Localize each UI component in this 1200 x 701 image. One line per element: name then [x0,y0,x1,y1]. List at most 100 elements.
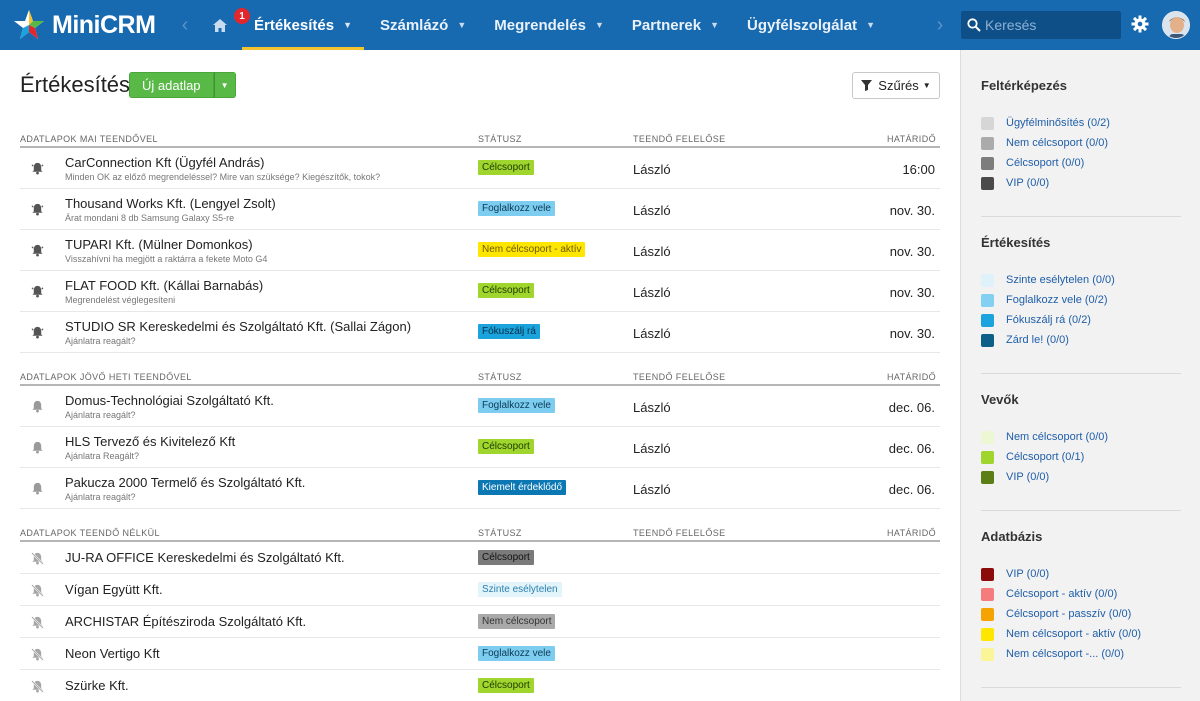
app-logo[interactable]: MiniCRM [0,0,170,50]
sidebar-status-link[interactable]: Célcsoport (0/1) [981,447,1181,467]
table-row[interactable]: TUPARI Kft. (Mülner Domonkos) Visszahívni… [20,230,940,271]
sidebar-status-link[interactable]: Ügyfélminősítés (0/2) [981,113,1181,133]
bell-slash-icon[interactable] [31,584,44,602]
table-row[interactable]: ARCHISTAR Építésziroda Szolgáltató Kft. N… [20,606,940,638]
column-header-owner[interactable]: TEENDŐ FELELŐSE [633,372,726,382]
column-header-status[interactable]: STÁTUSZ [478,528,522,538]
alarm-bell-icon[interactable] [31,244,44,262]
sidebar-status-link[interactable]: VIP (0/0) [981,467,1181,487]
status-color-swatch [981,293,994,307]
search-box[interactable] [961,11,1121,39]
table-row[interactable]: Thousand Works Kft. (Lengyel Zsolt) Árat … [20,189,940,230]
column-header-status[interactable]: STÁTUSZ [478,134,522,144]
table-row[interactable]: Vígan Együtt Kft. Szinte esélytelen [20,574,940,606]
bell-icon[interactable] [31,441,44,459]
record-name[interactable]: JU-RA OFFICE Kereskedelmi és Szolgáltató… [65,550,345,565]
section-title: ADATLAPOK TEENDŐ NÉLKÜL [20,528,160,538]
column-header-status[interactable]: STÁTUSZ [478,372,522,382]
sidebar-status-label: Szinte esélytelen (0/0) [1006,274,1115,286]
record-name[interactable]: HLS Tervező és Kivitelező Kft [65,434,236,449]
sidebar-status-link[interactable]: VIP (0/0) [981,564,1181,584]
sidebar-status-link[interactable]: Foglalkozz vele (0/2) [981,290,1181,310]
nav-item-label: Értékesítés [254,16,335,34]
sidebar-status-label: VIP (0/0) [1006,471,1050,483]
table-row[interactable]: JU-RA OFFICE Kereskedelmi és Szolgáltató… [20,542,940,574]
home-icon[interactable] [200,18,240,32]
page-title: Értékesítés [20,72,131,97]
nav-scroll-left-icon[interactable]: ‹ [181,13,189,36]
record-name[interactable]: Szürke Kft. [65,678,129,693]
nav-item-4[interactable]: Ügyfélszolgálat ▼ [733,0,889,50]
nav-item-label: Ügyfélszolgálat [747,16,858,34]
column-header-owner[interactable]: TEENDŐ FELELŐSE [633,528,726,538]
record-name[interactable]: Domus-Technológiai Szolgáltató Kft. [65,393,274,408]
bell-slash-icon[interactable] [31,680,44,698]
bell-slash-icon[interactable] [31,648,44,666]
alarm-bell-icon[interactable] [31,285,44,303]
sidebar-status-link[interactable]: Zárd le! (0/0) [981,330,1181,350]
sidebar-status-link[interactable]: Célcsoport - passzív (0/0) [981,604,1181,624]
alarm-bell-icon[interactable] [31,203,44,221]
column-header-due[interactable]: HATÁRIDŐ [886,372,936,382]
new-record-button[interactable]: Új adatlap [129,72,214,98]
sidebar-status-label: Nem célcsoport (0/0) [1006,431,1109,443]
user-avatar[interactable] [1162,11,1190,39]
sidebar-status-link[interactable]: Nem célcsoport -... (0/0) [981,644,1181,664]
record-name[interactable]: Pakucza 2000 Termelő és Szolgáltató Kft. [65,475,306,490]
record-name[interactable]: STUDIO SR Kereskedelmi és Szolgáltató Kf… [65,319,412,334]
bell-slash-icon[interactable] [31,552,44,570]
column-header-owner[interactable]: TEENDŐ FELELŐSE [633,134,726,144]
nav-item-2[interactable]: Megrendelés ▼ [480,0,618,50]
todo-due: dec. 06. [888,482,935,497]
filter-button[interactable]: Szűrés ▼ [852,72,940,99]
record-name[interactable]: Vígan Együtt Kft. [65,582,163,597]
table-row[interactable]: Szürke Kft. Célcsoport [20,670,940,701]
alarm-bell-icon[interactable] [31,162,44,180]
table-row[interactable]: Neon Vertigo Kft Foglalkozz vele [20,638,940,670]
status-badge: Célcsoport [478,678,534,693]
nav-item-0[interactable]: 1 Értékesítés ▼ [234,0,366,50]
bell-icon[interactable] [31,482,44,500]
new-record-dropdown-toggle[interactable]: ▼ [213,72,236,98]
status-color-swatch [981,136,994,150]
sidebar-status-link[interactable]: Célcsoport - aktív (0/0) [981,584,1181,604]
bell-slash-icon[interactable] [31,616,44,634]
column-header-due[interactable]: HATÁRIDŐ [886,528,936,538]
table-row[interactable]: Domus-Technológiai Szolgáltató Kft. Ajánl… [20,386,940,427]
column-header-due[interactable]: HATÁRIDŐ [886,134,936,144]
status-badge: Nem célcsoport - aktív [478,242,586,257]
sidebar-group-title: Feltérképezés [981,78,1067,93]
record-name[interactable]: ARCHISTAR Építésziroda Szolgáltató Kft. [65,614,307,629]
sidebar-status-link[interactable]: Szinte esélytelen (0/0) [981,270,1181,290]
status-color-swatch [981,176,994,190]
table-row[interactable]: HLS Tervező és Kivitelező Kft Ajánlatra R… [20,427,940,468]
search-input[interactable] [985,17,1110,33]
table-row[interactable]: CarConnection Kft (Ügyfél András) Minden … [20,148,940,189]
todo-owner: László [633,326,671,341]
record-name[interactable]: FLAT FOOD Kft. (Kállai Barnabás) [65,278,264,293]
table-row[interactable]: FLAT FOOD Kft. (Kállai Barnabás) Megrende… [20,271,940,312]
record-name[interactable]: Thousand Works Kft. (Lengyel Zsolt) [65,196,276,211]
status-badge: Célcsoport [478,160,534,175]
sidebar-status-link[interactable]: Nem célcsoport (0/0) [981,427,1181,447]
sidebar-group-3: Adatbázis VIP (0/0) Célcsoport - aktív (0/… [981,529,1181,664]
sidebar-status-link[interactable]: Nem célcsoport - aktív (0/0) [981,624,1181,644]
todo-due: nov. 30. [889,203,935,218]
alarm-bell-icon[interactable] [31,326,44,344]
gear-icon[interactable] [1131,15,1149,38]
sidebar-status-link[interactable]: Célcsoport (0/0) [981,153,1181,173]
table-row[interactable]: Pakucza 2000 Termelő és Szolgáltató Kft.… [20,468,940,509]
table-row[interactable]: STUDIO SR Kereskedelmi és Szolgáltató Kf… [20,312,940,353]
record-name[interactable]: Neon Vertigo Kft [65,646,160,661]
sidebar-status-link[interactable]: Fókuszálj rá (0/2) [981,310,1181,330]
todo-due: 16:00 [902,162,935,177]
sidebar-status-link[interactable]: VIP (0/0) [981,173,1181,193]
bell-icon[interactable] [31,400,44,418]
nav-scroll-right-icon[interactable]: › [936,13,944,36]
sidebar-status-link[interactable]: Nem célcsoport (0/0) [981,133,1181,153]
nav-item-3[interactable]: Partnerek ▼ [618,0,733,50]
record-name[interactable]: CarConnection Kft (Ügyfél András) [65,155,265,170]
nav-item-1[interactable]: Számlázó ▼ [366,0,480,50]
todo-owner: László [633,285,671,300]
record-name[interactable]: TUPARI Kft. (Mülner Domonkos) [65,237,253,252]
